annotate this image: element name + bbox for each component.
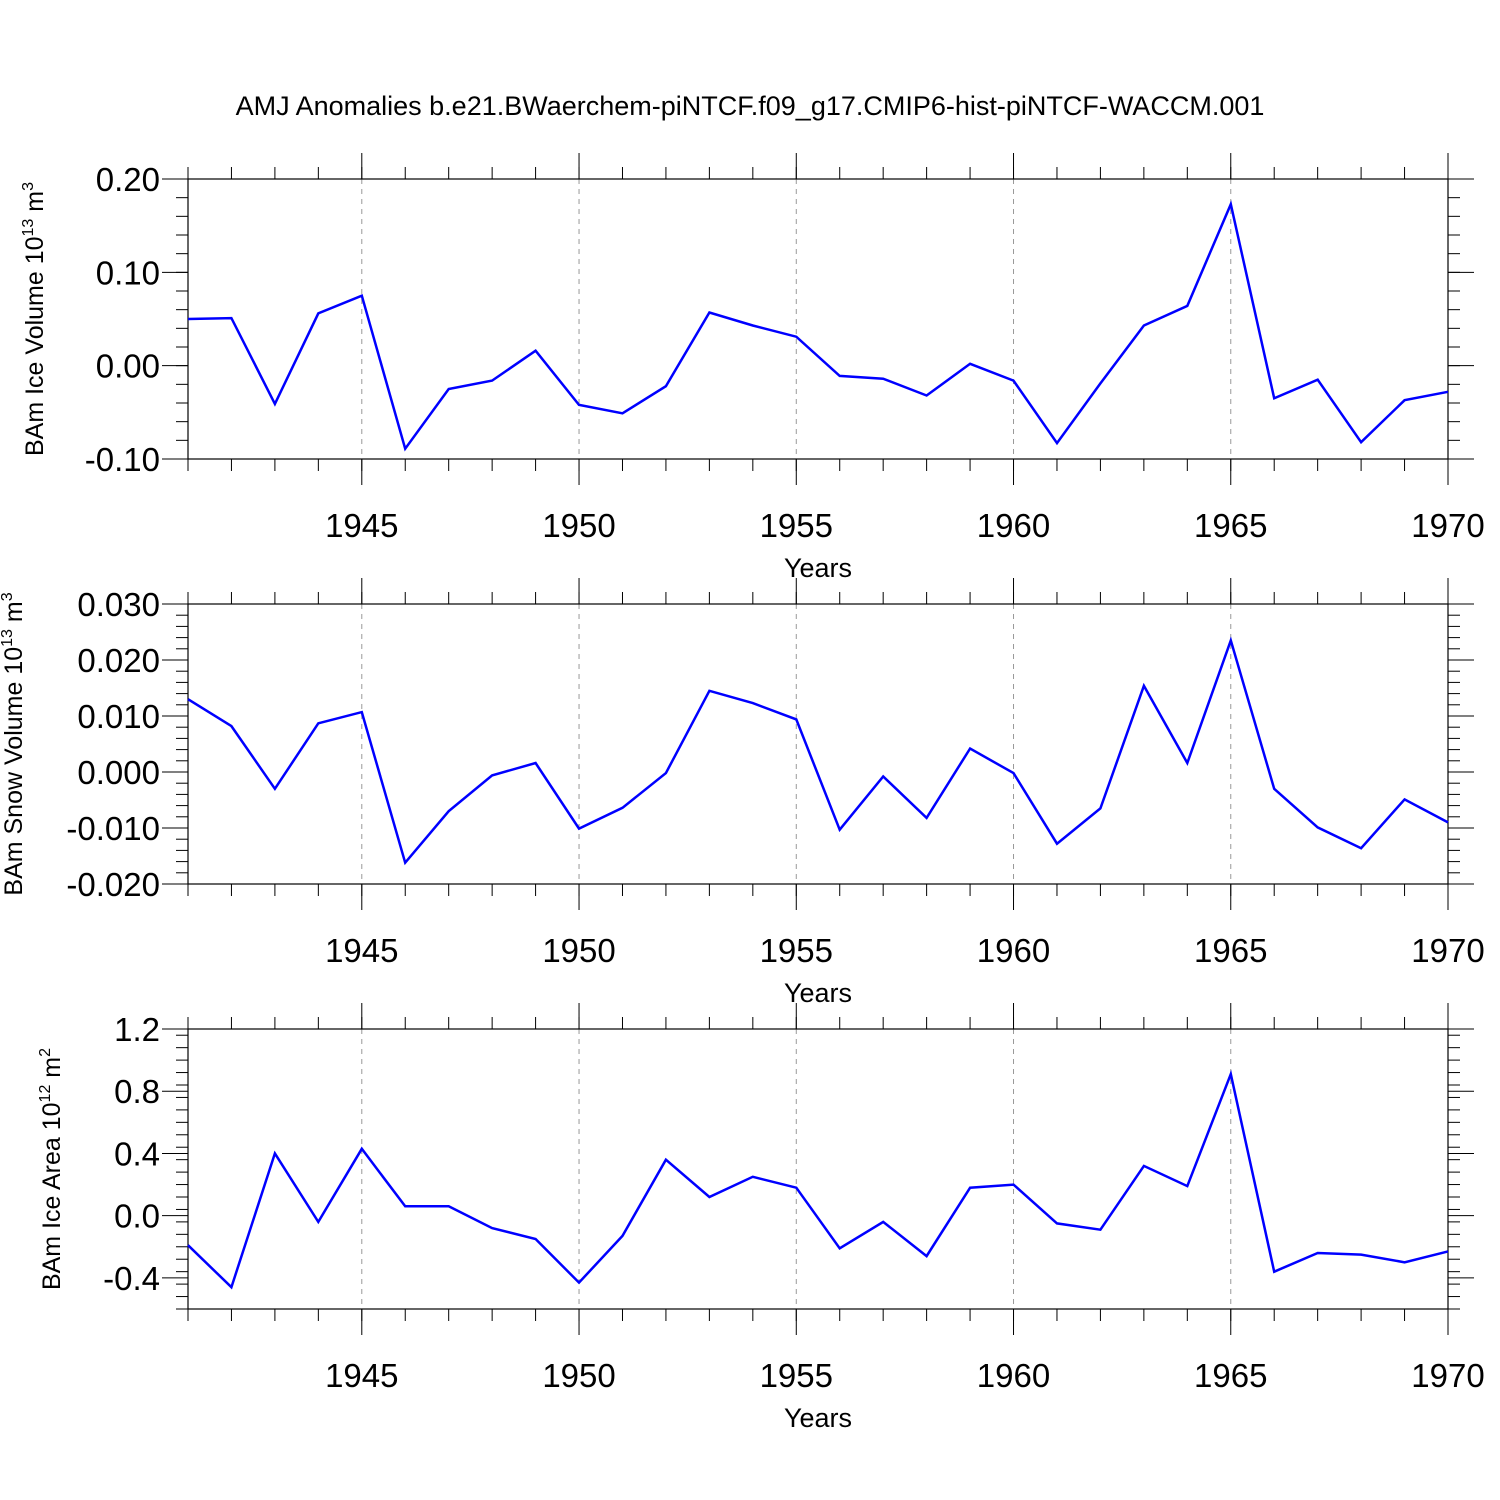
y-tick-label: 0.8	[114, 1073, 160, 1110]
plot-frame	[187, 1028, 1449, 1310]
x-tick-label: 1945	[325, 932, 398, 969]
plot-frame	[187, 603, 1449, 885]
series-line	[187, 636, 1449, 866]
x-tick-label: 1945	[325, 507, 398, 544]
y-axis-label: BAm Snow Volume 1013 m3	[0, 592, 28, 895]
x-tick-label: 1950	[542, 932, 615, 969]
x-tick-label: 1960	[977, 932, 1050, 969]
x-tick-label: 1950	[542, 1357, 615, 1394]
x-tick-label: 1950	[542, 507, 615, 544]
x-tick-label: 1945	[325, 1357, 398, 1394]
y-tick-label: -0.4	[103, 1260, 160, 1297]
y-tick-label: 0.20	[96, 161, 160, 198]
x-tick-label: 1960	[977, 507, 1050, 544]
x-tick-label: 1965	[1194, 1357, 1267, 1394]
x-tick-label: 1970	[1411, 932, 1484, 969]
y-tick-label: 0.030	[77, 586, 160, 623]
x-tick-label: 1965	[1194, 932, 1267, 969]
x-tick-label: 1965	[1194, 507, 1267, 544]
y-tick-label: 0.0	[114, 1198, 160, 1235]
series-line	[187, 1069, 1449, 1290]
y-tick-label: -0.010	[66, 810, 160, 847]
series-line	[187, 200, 1449, 452]
y-tick-label: 0.10	[96, 254, 160, 291]
x-axis-label: Years	[784, 553, 852, 583]
x-axis-label: Years	[784, 1403, 852, 1433]
ice-area-panel: 1.2 0.8 0.4 0.0 -0.4 1945 1950 1955 1960 1965 1970…	[37, 1003, 1485, 1433]
plot-frame	[187, 178, 1449, 460]
x-tick-label: 1960	[977, 1357, 1050, 1394]
y-tick-label: 0.020	[77, 642, 160, 679]
x-tick-label: 1970	[1411, 1357, 1484, 1394]
y-tick-label: 0.4	[114, 1135, 160, 1172]
y-tick-label: 1.2	[114, 1011, 160, 1048]
x-axis-label: Years	[784, 978, 852, 1008]
x-tick-label: 1955	[760, 507, 833, 544]
x-tick-label: 1955	[760, 1357, 833, 1394]
y-tick-label: -0.020	[66, 866, 160, 903]
y-axis-label: BAm Ice Volume 1013 m3	[20, 182, 49, 456]
y-axis-label: BAm Ice Area 1012 m2	[37, 1048, 66, 1290]
x-tick-label: 1955	[760, 932, 833, 969]
x-tick-label: 1970	[1411, 507, 1484, 544]
ice-volume-panel: 0.20 0.10 0.00 -0.10 1945 1950 1955 1960 1965 197…	[20, 153, 1485, 583]
y-tick-label: 0.00	[96, 348, 160, 385]
figure-title: AMJ Anomalies b.e21.BWaerchem-piNTCF.f09…	[236, 91, 1265, 121]
y-tick-label: -0.10	[85, 441, 160, 478]
y-tick-label: 0.000	[77, 754, 160, 791]
snow-volume-panel: 0.030 0.020 0.010 0.000 -0.010 -0.020 1945 1950…	[0, 578, 1485, 1008]
y-tick-label: 0.010	[77, 698, 160, 735]
